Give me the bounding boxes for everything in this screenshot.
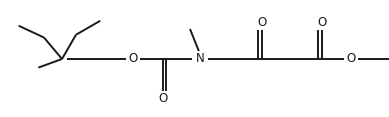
Text: O: O bbox=[258, 15, 266, 29]
Text: O: O bbox=[346, 53, 356, 66]
Text: N: N bbox=[196, 53, 204, 66]
Text: O: O bbox=[128, 53, 138, 66]
Text: O: O bbox=[317, 15, 327, 29]
Text: O: O bbox=[158, 93, 168, 106]
